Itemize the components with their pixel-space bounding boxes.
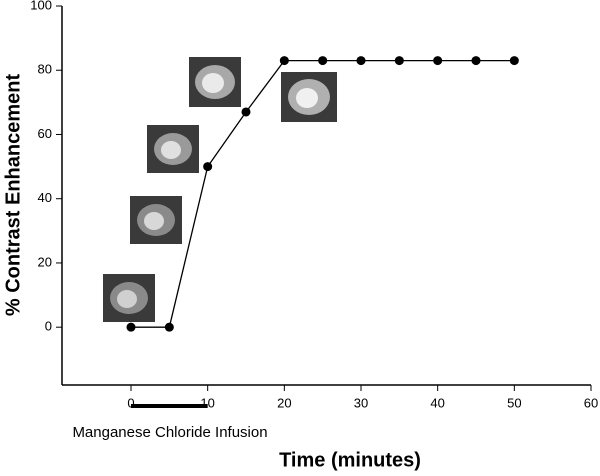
x-tick-label: 50	[507, 395, 521, 410]
y-axis-title: % Contrast Enhancement	[2, 74, 24, 317]
x-tick-label: 60	[584, 395, 598, 410]
data-point	[164, 322, 174, 332]
y-tick-label: 0	[45, 319, 52, 334]
x-tick-label: 30	[354, 395, 368, 410]
data-point	[203, 162, 213, 172]
y-tick-label: 60	[38, 126, 52, 141]
data-point	[126, 322, 136, 332]
mri-thumbnail	[147, 125, 199, 173]
mri-thumbnail	[103, 274, 155, 322]
data-point	[241, 107, 251, 117]
annotation-text: Manganese Chloride Infusion	[72, 424, 267, 441]
data-point	[318, 56, 328, 66]
x-tick-label: 10	[200, 395, 214, 410]
y-tick-label: 20	[38, 254, 52, 269]
data-point	[279, 56, 289, 66]
data-point	[471, 56, 481, 66]
x-tick-label: 0	[127, 395, 134, 410]
y-tick-label: 100	[30, 0, 52, 12]
data-point	[433, 56, 443, 66]
y-tick-label: 80	[38, 62, 52, 77]
data-point	[394, 56, 404, 66]
x-tick-label: 40	[430, 395, 444, 410]
mri-thumbnail	[189, 57, 241, 107]
y-tick-label: 40	[38, 190, 52, 205]
mri-thumbnail	[281, 72, 337, 122]
data-point	[509, 56, 519, 66]
mri-thumbnails	[103, 57, 337, 322]
mri-thumbnail	[130, 196, 182, 244]
x-tick-label: 20	[277, 395, 291, 410]
data-point	[356, 56, 366, 66]
x-axis-title: Time (minutes)	[279, 449, 421, 471]
